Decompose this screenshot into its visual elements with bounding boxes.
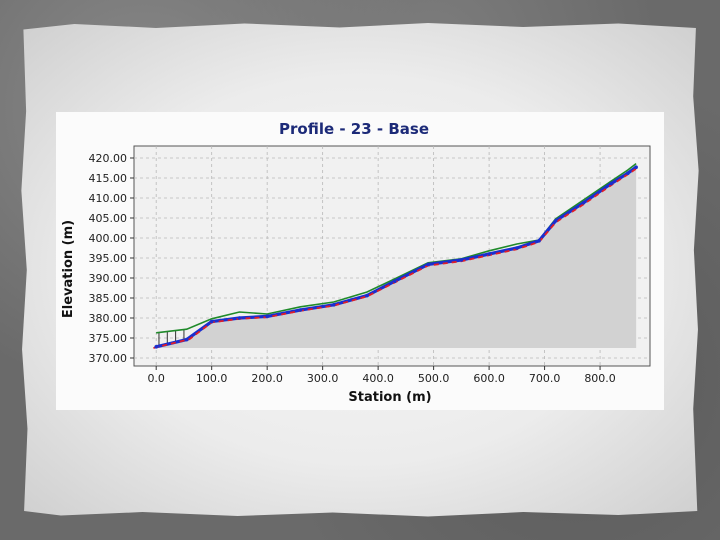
profile-chart: Profile - 23 - Base 0.0 100.0 200.0 300.0 40…: [61, 120, 651, 405]
design-point: [331, 303, 336, 307]
x-tick-label: 200.0: [251, 372, 283, 385]
chart-panel: Profile - 23 - Base 0.0 100.0 200.0 300.0 40…: [56, 112, 664, 410]
y-tick-label: 385.00: [89, 292, 128, 305]
design-point: [392, 279, 397, 283]
y-tick-label: 415.00: [89, 172, 128, 185]
y-axis: 370.00 375.00 380.00 385.00 390.00 395.00 400.…: [89, 152, 134, 365]
x-tick-label: 700.0: [529, 372, 561, 385]
profile-fill-area: [156, 167, 637, 348]
design-point: [634, 165, 638, 169]
design-point: [154, 345, 158, 349]
x-tick-label: 400.0: [362, 372, 394, 385]
x-tick-label: 100.0: [196, 372, 228, 385]
x-tick-label: 600.0: [473, 372, 505, 385]
y-axis-label: Elevation (m): [61, 220, 76, 318]
x-tick-label: 300.0: [307, 372, 339, 385]
design-point: [365, 293, 369, 298]
design-point: [459, 258, 464, 262]
design-point: [581, 201, 586, 205]
design-point: [426, 262, 430, 267]
design-point: [237, 316, 242, 320]
design-point: [537, 239, 541, 243]
y-tick-label: 410.00: [89, 192, 128, 205]
chart-title: Profile - 23 - Base: [279, 120, 429, 138]
design-point: [298, 308, 303, 312]
x-axis: 0.0 100.0 200.0 300.0 400.0 500.0 600.0 700.0 80…: [147, 366, 616, 385]
y-tick-label: 370.00: [89, 352, 128, 365]
plot-area: [133, 145, 651, 367]
y-tick-label: 400.00: [89, 232, 128, 245]
design-point: [609, 181, 613, 186]
x-axis-label: Station (m): [348, 390, 431, 405]
y-tick-label: 380.00: [89, 312, 128, 325]
design-point: [515, 246, 519, 250]
design-point: [265, 314, 269, 319]
x-tick-label: 0.0: [147, 372, 165, 385]
x-tick-label: 800.0: [584, 372, 616, 385]
y-tick-label: 420.00: [89, 152, 128, 165]
design-point: [209, 319, 214, 324]
y-tick-label: 375.00: [89, 332, 128, 345]
design-point: [626, 171, 630, 175]
x-tick-label: 500.0: [418, 372, 450, 385]
y-tick-label: 405.00: [89, 212, 128, 225]
y-tick-label: 395.00: [89, 252, 128, 265]
y-tick-label: 390.00: [89, 272, 128, 285]
design-point: [184, 337, 189, 342]
design-point: [487, 252, 491, 256]
design-point: [553, 219, 558, 223]
